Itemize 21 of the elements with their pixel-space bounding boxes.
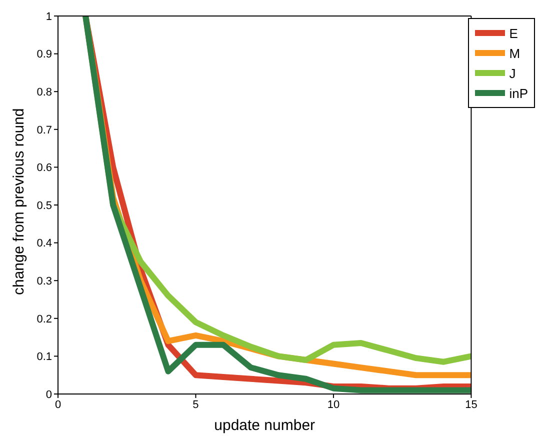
x-tick-label: 5 [192, 398, 199, 411]
y-axis-title: change from previous round [10, 108, 28, 295]
x-tick-label: 10 [327, 398, 340, 411]
y-tick-label: 0.5 [36, 200, 52, 212]
legend-label: M [509, 46, 520, 60]
y-tick-label: 0 [46, 388, 52, 401]
legend-label: J [509, 66, 516, 80]
y-tick-label: 0.9 [36, 48, 52, 61]
legend-label: inP [509, 86, 528, 100]
y-tick-label: 0.1 [36, 351, 52, 364]
x-axis-title: update number [214, 417, 316, 434]
y-tick-label: 0.4 [36, 238, 52, 250]
y-tick-label: 0.2 [36, 313, 52, 326]
y-tick-label: 0.8 [36, 86, 52, 99]
y-tick-label: 0.7 [36, 124, 52, 136]
y-tick-label: 0.6 [36, 162, 52, 174]
x-tick-label: 0 [54, 398, 62, 411]
legend-label: E [509, 26, 518, 40]
x-tick-label: 15 [465, 398, 478, 411]
y-tick-label: 1 [46, 10, 52, 23]
y-tick-label: 0.3 [36, 276, 52, 288]
